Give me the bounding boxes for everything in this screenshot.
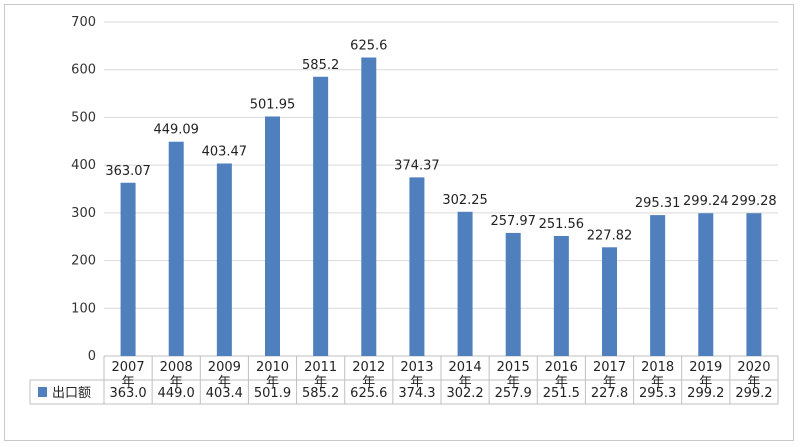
x-tick-label: 2014	[449, 360, 482, 375]
x-tick-label: 2010	[256, 360, 289, 375]
bar	[505, 232, 521, 356]
table-value: 302.2	[446, 386, 483, 401]
y-tick-label: 600	[71, 63, 96, 78]
y-tick-label: 400	[71, 158, 96, 173]
data-label: 302.25	[442, 193, 488, 208]
x-tick-label: 2013	[400, 360, 433, 375]
y-tick-label: 200	[71, 254, 96, 269]
y-tick-label: 0	[88, 349, 96, 364]
bar	[553, 235, 569, 356]
table-value: 363.0	[109, 386, 146, 401]
table-value: 374.3	[398, 386, 435, 401]
y-tick-label: 100	[71, 301, 96, 316]
legend-swatch	[38, 387, 47, 397]
data-label: 374.37	[394, 158, 440, 173]
table-value: 449.0	[158, 386, 195, 401]
legend-label: 出口额	[52, 386, 91, 401]
bar	[361, 57, 377, 357]
data-label: 295.31	[635, 196, 681, 211]
x-tick-label-suffix: 年	[170, 375, 183, 390]
table-value: 501.9	[254, 386, 291, 401]
table-value: 257.9	[495, 386, 532, 401]
bar	[265, 116, 280, 357]
table-value: 251.5	[543, 386, 580, 401]
bar	[650, 215, 666, 356]
table-value: 227.8	[591, 386, 628, 401]
data-label: 363.07	[105, 164, 151, 179]
y-tick-label: 700	[71, 15, 96, 30]
x-tick-label-suffix: 年	[555, 375, 568, 390]
x-tick-label: 2012	[352, 360, 385, 375]
bar	[602, 247, 617, 356]
x-tick-label-suffix: 年	[362, 375, 375, 390]
table-value: 299.2	[687, 386, 724, 401]
x-tick-label: 2015	[497, 360, 530, 375]
table-value: 625.6	[350, 386, 387, 401]
x-tick-label-suffix: 年	[747, 375, 760, 390]
bar	[698, 213, 714, 356]
y-tick-label: 500	[71, 110, 96, 125]
bar	[168, 141, 184, 356]
x-tick-label-suffix: 年	[459, 375, 472, 390]
x-tick-label-suffix: 年	[410, 375, 423, 390]
x-tick-label: 2007	[112, 360, 145, 375]
x-tick-label: 2011	[304, 360, 337, 375]
x-tick-label-suffix: 年	[314, 375, 327, 390]
table-value: 585.2	[302, 386, 339, 401]
x-tick-label: 2016	[545, 360, 578, 375]
bar	[216, 163, 232, 356]
data-label: 585.2	[302, 58, 339, 73]
x-tick-label: 2020	[737, 360, 770, 375]
bar	[457, 211, 473, 356]
table-value: 403.4	[206, 386, 243, 401]
data-label: 257.97	[490, 214, 536, 229]
x-tick-label-suffix: 年	[218, 375, 231, 390]
x-tick-label: 2009	[208, 360, 241, 375]
data-label: 449.09	[153, 123, 199, 138]
x-tick-label-suffix: 年	[603, 375, 616, 390]
bar	[409, 177, 425, 356]
data-label: 625.6	[350, 38, 387, 53]
x-tick-label-suffix: 年	[507, 375, 520, 390]
table-value: 299.2	[735, 386, 772, 401]
x-tick-label: 2018	[641, 360, 674, 375]
bar	[120, 182, 136, 356]
x-tick-label-suffix: 年	[122, 375, 135, 390]
x-tick-label-suffix: 年	[699, 375, 712, 390]
bar	[313, 76, 329, 356]
x-tick-label-suffix: 年	[266, 375, 279, 390]
x-tick-label: 2008	[160, 360, 193, 375]
data-label: 299.28	[731, 194, 777, 209]
bar	[746, 213, 762, 356]
data-label: 299.24	[683, 194, 729, 209]
data-label: 501.95	[250, 97, 296, 112]
data-label: 403.47	[202, 144, 248, 159]
x-tick-label-suffix: 年	[651, 375, 664, 390]
data-label: 227.82	[587, 228, 633, 243]
x-tick-label: 2019	[689, 360, 722, 375]
table-value: 295.3	[639, 386, 676, 401]
x-tick-label: 2017	[593, 360, 626, 375]
data-label: 251.56	[539, 217, 585, 232]
y-tick-label: 300	[71, 206, 96, 221]
